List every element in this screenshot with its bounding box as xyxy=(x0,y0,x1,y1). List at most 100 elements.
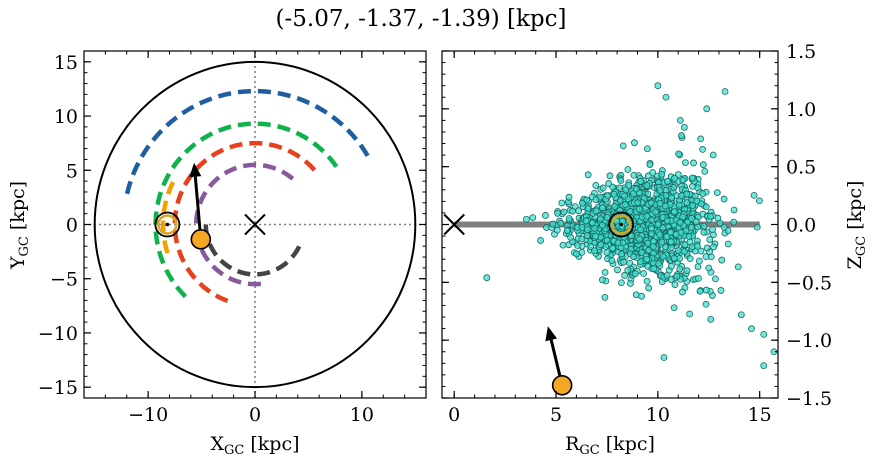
star-point xyxy=(667,229,675,236)
star-point xyxy=(619,142,627,150)
star-point xyxy=(675,247,682,254)
star-point xyxy=(592,182,600,189)
star-point xyxy=(560,208,568,216)
star-point xyxy=(645,284,653,292)
star-point xyxy=(705,264,713,272)
star-point xyxy=(683,190,691,198)
star-point xyxy=(574,242,581,249)
star-point xyxy=(685,233,693,240)
left-xtick-label: 10 xyxy=(350,404,374,426)
star-point xyxy=(621,272,628,279)
right-xtick-label: 0 xyxy=(448,404,460,426)
star-point xyxy=(606,172,614,180)
star-point xyxy=(724,240,732,248)
star-point xyxy=(636,235,644,243)
star-point xyxy=(748,325,755,333)
star-point xyxy=(599,221,606,229)
star-point xyxy=(658,238,666,246)
star-point xyxy=(676,219,684,226)
star-point xyxy=(663,177,671,185)
star-point xyxy=(760,362,768,370)
star-point xyxy=(667,238,675,246)
right-xtick-label: 15 xyxy=(748,404,772,426)
star-point xyxy=(635,205,643,213)
star-point xyxy=(661,202,669,210)
right-xtick-label: 5 xyxy=(550,404,562,426)
sun-marker-right-ring xyxy=(610,214,632,235)
star-point xyxy=(563,227,571,234)
star-point xyxy=(573,250,580,258)
figure-title: (-5.07, -1.37, -1.39) [kpc] xyxy=(276,6,567,32)
star-point xyxy=(632,185,640,193)
star-point xyxy=(644,262,652,270)
star-point xyxy=(680,248,688,255)
star-point xyxy=(663,233,671,241)
star-point xyxy=(686,310,693,318)
star-point xyxy=(654,221,662,228)
star-point xyxy=(637,226,645,234)
sun-marker xyxy=(154,211,181,238)
star-point xyxy=(647,199,655,207)
left-plot-area xyxy=(84,51,426,398)
spiral-arm-4 xyxy=(172,140,317,304)
star-point xyxy=(608,257,616,264)
star-point xyxy=(643,145,651,153)
star-point xyxy=(671,174,679,182)
star-point xyxy=(483,274,491,282)
spiral-arm-1 xyxy=(160,181,176,258)
star-point xyxy=(703,244,711,252)
star-point xyxy=(694,263,702,271)
star-point xyxy=(604,192,612,200)
star-point xyxy=(730,218,738,226)
velocity-arrow-left-head xyxy=(189,162,202,178)
galactic-center-marker-right xyxy=(443,213,465,236)
star-point xyxy=(695,257,703,265)
left-xtick-label: 0 xyxy=(249,404,261,426)
star-point xyxy=(611,203,618,210)
star-point xyxy=(720,195,728,203)
right-x-axis-label: RGC [kpc] xyxy=(565,433,655,458)
star-point xyxy=(753,223,761,231)
left-ytick-label: −15 xyxy=(38,377,78,399)
galaxy-boundary-circle xyxy=(93,60,417,389)
star-point xyxy=(696,287,704,295)
star-point xyxy=(692,218,700,226)
sun-marker-right-dot xyxy=(619,222,623,227)
right-ytick-label: −1.0 xyxy=(786,330,832,352)
star-point xyxy=(662,192,670,199)
star-point xyxy=(683,199,691,206)
star-point xyxy=(643,212,651,220)
star-point xyxy=(648,230,655,238)
star-point xyxy=(638,292,645,300)
star-point xyxy=(683,267,691,275)
star-point xyxy=(638,249,646,257)
left-ytick-label: 0 xyxy=(66,215,78,237)
star-point xyxy=(676,265,684,273)
star-point xyxy=(713,189,721,197)
sun-marker-outer xyxy=(154,211,181,238)
star-point xyxy=(656,231,664,239)
left-axes-frame xyxy=(83,50,427,399)
star-point xyxy=(578,235,586,243)
star-point xyxy=(667,276,675,283)
star-point xyxy=(610,190,618,198)
star-point xyxy=(627,232,635,240)
star-point xyxy=(656,187,664,194)
star-point xyxy=(686,255,694,263)
star-point xyxy=(626,280,634,287)
star-point xyxy=(714,214,722,222)
star-point xyxy=(756,197,763,205)
star-point xyxy=(675,201,683,209)
star-point xyxy=(706,236,714,243)
star-point xyxy=(673,272,681,280)
left-ytick-label: −5 xyxy=(50,269,78,291)
star-point xyxy=(688,243,696,251)
object-marker-left xyxy=(190,229,212,250)
star-point xyxy=(605,180,613,187)
star-point xyxy=(599,204,606,212)
left-x-axis-label: XGC [kpc] xyxy=(210,433,299,458)
star-point xyxy=(609,244,617,252)
star-point xyxy=(632,270,639,278)
star-point xyxy=(553,226,561,234)
star-point xyxy=(634,199,642,207)
